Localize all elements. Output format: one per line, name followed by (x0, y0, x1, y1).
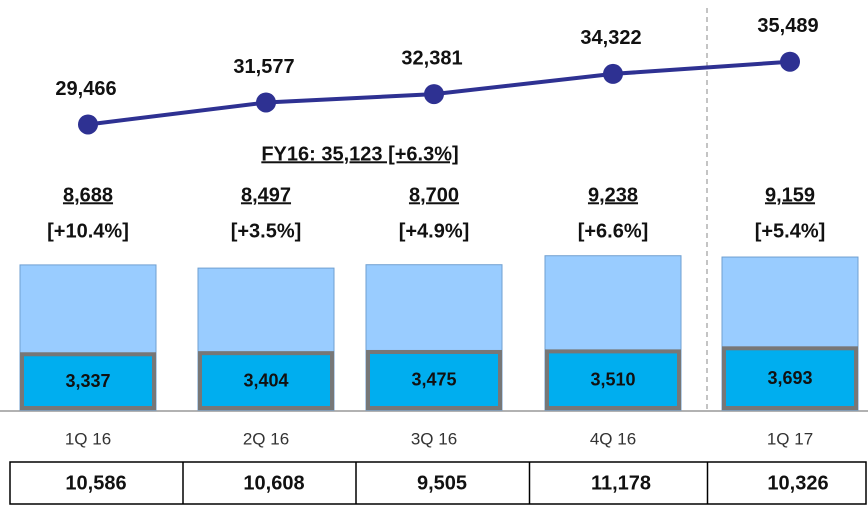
line-label: 32,381 (401, 47, 462, 69)
line-point (256, 92, 276, 113)
part-bar (366, 349, 502, 410)
x-tick-label: 4Q 16 (590, 429, 636, 448)
part-label: 3,404 (243, 370, 288, 390)
x-tick-label: 3Q 16 (411, 429, 457, 448)
growth-label: [+3.5%] (231, 220, 302, 242)
line-label: 35,489 (757, 15, 818, 37)
growth-label: [+5.4%] (755, 220, 826, 242)
line-label: 34,322 (580, 27, 641, 49)
line-point (78, 114, 98, 135)
total-label: 8,700 (409, 184, 459, 206)
table-cell: 11,178 (591, 472, 651, 494)
line-label: 31,577 (233, 56, 294, 78)
part-label: 3,693 (767, 368, 812, 388)
line-point (603, 63, 623, 84)
line-label: 29,466 (55, 78, 116, 100)
x-tick-label: 1Q 17 (767, 429, 813, 448)
part-bar (722, 346, 858, 411)
annotation: FY16: 35,123 [+6.3%] (261, 143, 458, 165)
table-cell: 10,326 (767, 472, 828, 494)
growth-label: [+6.6%] (578, 220, 649, 242)
x-tick-label: 2Q 16 (243, 429, 289, 448)
part-bar (198, 351, 334, 410)
table-frame (9, 461, 867, 505)
table-cell: 9,505 (417, 472, 467, 494)
part-label: 3,510 (590, 369, 635, 389)
part-bar (545, 349, 681, 410)
total-label: 9,159 (765, 184, 815, 206)
x-tick-label: 1Q 16 (65, 429, 111, 448)
growth-label: [+10.4%] (47, 220, 129, 242)
part-label: 3,337 (65, 371, 110, 391)
table-cell: 10,586 (65, 472, 126, 494)
table-cell: 10,608 (243, 472, 304, 494)
line-point (424, 84, 444, 105)
growth-label: [+4.9%] (399, 220, 470, 242)
part-bar (20, 352, 156, 410)
line-point (780, 51, 800, 72)
total-label: 8,497 (241, 184, 291, 206)
total-label: 9,238 (588, 184, 638, 206)
part-label: 3,475 (411, 370, 456, 390)
total-label: 8,688 (63, 184, 113, 206)
